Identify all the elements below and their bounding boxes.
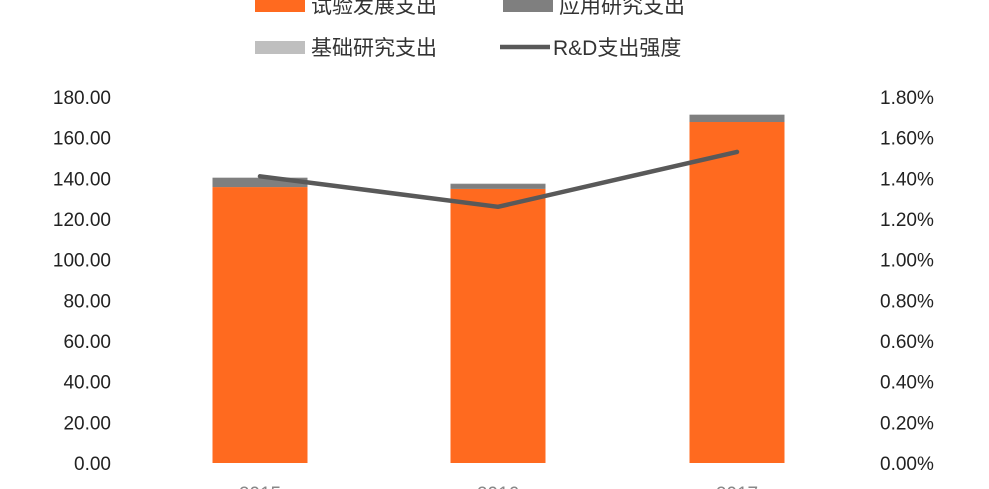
y-left-tick-label: 40.00	[63, 373, 111, 394]
y-axis-right: 0.00% 0.20% 0.40% 0.60% 0.80% 1.00% 1.20% 1.40%…	[880, 88, 934, 475]
y-right-tick-label: 1.80%	[880, 88, 934, 109]
line-series	[257, 149, 740, 210]
bar-segment	[689, 114, 785, 115]
y-right-tick-label: 1.00%	[880, 251, 934, 272]
legend-label: R&D支出强度	[553, 37, 681, 60]
y-right-tick-label: 1.60%	[880, 129, 934, 150]
y-right-tick-label: 0.80%	[880, 291, 934, 312]
x-tick-label: 2017	[716, 484, 758, 489]
y-left-tick-label: 0.00	[74, 454, 111, 475]
y-left-tick-label: 120.00	[53, 210, 111, 231]
x-tick-label: 2016	[477, 484, 519, 489]
x-tick-label: 2015	[239, 484, 281, 489]
y-left-tick-label: 80.00	[63, 291, 111, 312]
legend-label: 应用研究支出	[559, 0, 685, 18]
legend-label: 试验发展支出	[311, 0, 437, 18]
bar-segment	[212, 177, 308, 188]
y-right-tick-label: 0.40%	[880, 373, 934, 394]
bar-segment	[689, 114, 785, 123]
legend-swatch	[255, 41, 305, 54]
y-right-tick-label: 0.20%	[880, 413, 934, 434]
y-left-tick-label: 140.00	[53, 169, 111, 190]
bar-segment	[212, 187, 308, 463]
x-axis: 2015 2016 2017	[239, 484, 758, 489]
y-right-tick-label: 1.40%	[880, 169, 934, 190]
bar-segment	[450, 184, 546, 189]
legend-label: 基础研究支出	[311, 37, 437, 60]
y-left-tick-label: 60.00	[63, 332, 111, 353]
bar-segment	[450, 183, 546, 185]
y-right-tick-label: 0.60%	[880, 332, 934, 353]
y-right-tick-label: 0.00%	[880, 454, 934, 475]
bars	[212, 114, 785, 463]
y-left-tick-label: 100.00	[53, 251, 111, 272]
y-right-tick-label: 1.20%	[880, 210, 934, 231]
bar-segment	[450, 188, 546, 463]
bar-segment	[689, 122, 785, 463]
y-axis-left: 0.00 20.00 40.00 60.00 80.00 100.00 120.00 140.…	[53, 88, 111, 475]
y-left-tick-label: 180.00	[53, 88, 111, 109]
y-left-tick-label: 160.00	[53, 129, 111, 150]
legend-swatch	[503, 0, 553, 12]
legend-swatch	[255, 0, 305, 12]
y-left-tick-label: 20.00	[63, 413, 111, 434]
